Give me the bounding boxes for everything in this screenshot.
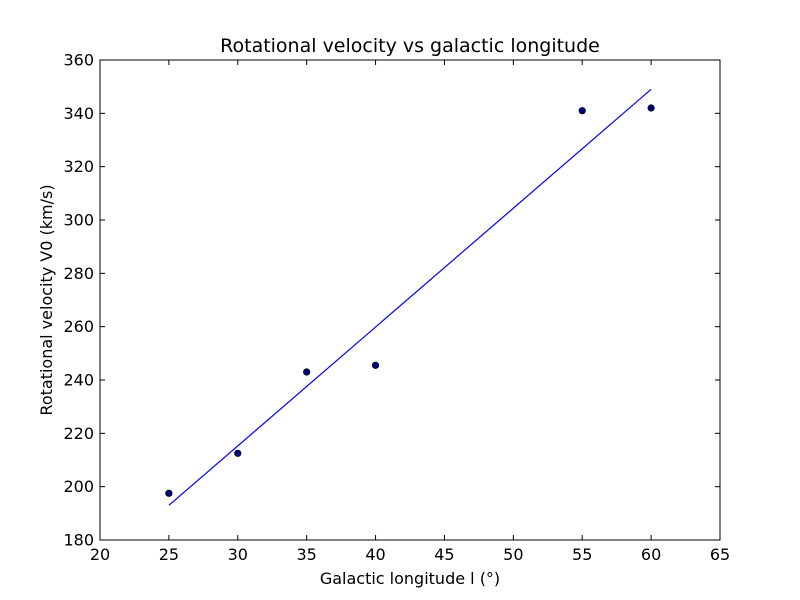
chart-title: Rotational velocity vs galactic longitud… — [220, 35, 600, 57]
y-tick-label: 260 — [63, 317, 94, 336]
data-point — [371, 361, 380, 369]
y-tick-label: 280 — [63, 264, 94, 283]
x-axis-title: Galactic longitude l (°) — [320, 569, 500, 588]
y-tick-label: 320 — [63, 157, 94, 176]
x-tick-label: 25 — [159, 545, 179, 564]
y-tick-label: 180 — [63, 531, 94, 550]
x-tick-label: 30 — [228, 545, 248, 564]
data-point — [578, 107, 586, 115]
x-tick-label: 65 — [710, 545, 730, 564]
x-tick-label: 40 — [365, 545, 385, 564]
plot-frame — [99, 59, 721, 541]
y-axis-title: Rotational velocity V0 (km/s) — [37, 184, 56, 415]
x-tick-label: 50 — [503, 545, 523, 564]
data-point — [303, 368, 311, 376]
x-tick-label: 35 — [296, 545, 316, 564]
x-tick-label: 60 — [641, 545, 661, 564]
y-tick-label: 240 — [63, 371, 94, 390]
x-tick-label: 55 — [572, 545, 592, 564]
y-tick-label: 340 — [63, 104, 94, 123]
data-point — [234, 449, 242, 457]
y-tick-label: 220 — [63, 424, 94, 443]
y-tick-label: 360 — [63, 51, 94, 70]
y-tick-label: 200 — [63, 477, 94, 496]
x-tick-label: 45 — [434, 545, 454, 564]
data-point — [647, 104, 655, 112]
data-point — [165, 489, 173, 497]
x-tick-label: 20 — [90, 545, 110, 564]
plot-area: 20 25 30 35 40 45 50 55 60 65 180 200 220 240 260 280 30… — [63, 51, 730, 565]
plot-background — [100, 60, 720, 540]
fit-line — [168, 88, 652, 506]
y-tick-label: 300 — [63, 211, 94, 230]
